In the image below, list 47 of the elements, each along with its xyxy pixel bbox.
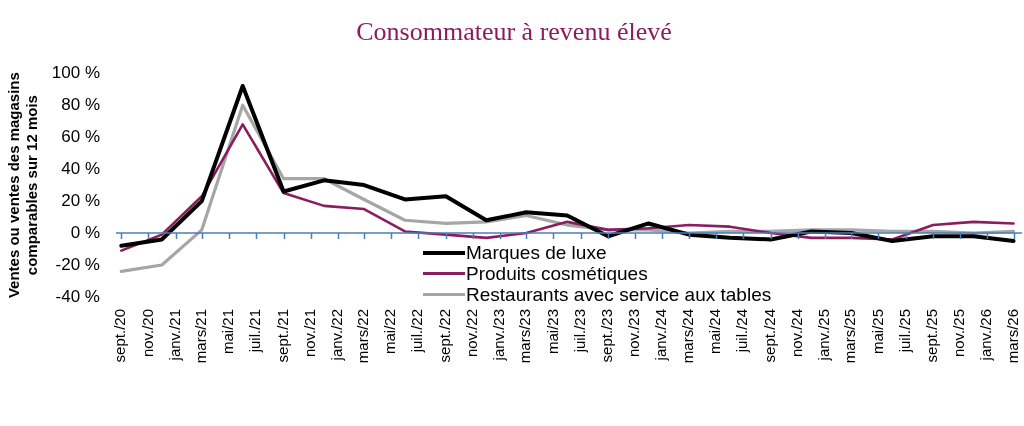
x-tick-label: juil./25 xyxy=(895,309,913,354)
x-tick-label: mars/26 xyxy=(1003,309,1021,364)
y-tick-label: 100 % xyxy=(51,62,100,82)
x-tick-label: juil./23 xyxy=(570,309,588,354)
x-tick-label: sept./20 xyxy=(111,309,129,363)
x-tick-label: mai/21 xyxy=(219,309,237,355)
y-tick-label: -40 % xyxy=(55,286,100,306)
x-tick-label: mars/24 xyxy=(679,309,697,364)
x-tick-label: sept./21 xyxy=(273,309,291,363)
y-tick-label: 40 % xyxy=(61,158,100,178)
x-tick-label: nov./22 xyxy=(463,309,481,358)
legend-label: Marques de luxe xyxy=(466,242,607,263)
x-tick-label: mai/22 xyxy=(381,309,399,355)
x-tick-label: mars/25 xyxy=(841,309,859,364)
x-tick-label: mai/24 xyxy=(706,309,724,355)
x-tick-label: nov./21 xyxy=(300,309,318,358)
y-axis-title: Ventes ou ventes des magasins comparables sur 12 mois xyxy=(5,72,41,299)
x-tick-label: janv./26 xyxy=(977,309,995,362)
x-tick-label: janv./24 xyxy=(652,309,670,362)
x-tick-label: sept./24 xyxy=(760,309,778,363)
x-tick-label: nov./23 xyxy=(625,309,643,358)
x-tick-label: nov./24 xyxy=(788,309,806,358)
x-tick-label: mai/23 xyxy=(543,309,561,355)
y-tick-label: 0 % xyxy=(70,222,100,242)
x-tick-label: sept./22 xyxy=(436,309,453,363)
x-tick-label: nov./20 xyxy=(138,309,156,358)
x-tick-label: janv./21 xyxy=(165,309,183,362)
x-tick-label: janv./22 xyxy=(327,309,345,362)
x-tick-label: nov./25 xyxy=(950,309,968,358)
y-tick-label: 20 % xyxy=(61,190,100,210)
x-tick-label: janv./23 xyxy=(490,309,508,362)
x-tick-label: mai/25 xyxy=(868,309,886,355)
x-tick-label: mars/23 xyxy=(516,309,534,364)
x-tick-label: sept./23 xyxy=(598,309,616,363)
y-tick-label: 80 % xyxy=(61,94,100,114)
y-tick-label: 60 % xyxy=(61,126,100,146)
x-tick-label: mars/21 xyxy=(191,309,209,364)
x-tick-label: juil./24 xyxy=(733,309,751,354)
x-tick-label: mars/22 xyxy=(354,309,372,364)
y-tick-label: -20 % xyxy=(55,254,100,274)
legend-label: Produits cosmétiques xyxy=(466,263,648,284)
x-tick-label: juil./21 xyxy=(246,309,264,354)
legend-label: Restaurants avec service aux tables xyxy=(466,284,772,305)
x-tick-label: juil./22 xyxy=(408,309,426,354)
x-tick-label: janv./25 xyxy=(815,309,833,362)
x-tick-label: sept./25 xyxy=(923,309,941,363)
chart-title: Consommateur à revenu élevé xyxy=(356,17,672,47)
